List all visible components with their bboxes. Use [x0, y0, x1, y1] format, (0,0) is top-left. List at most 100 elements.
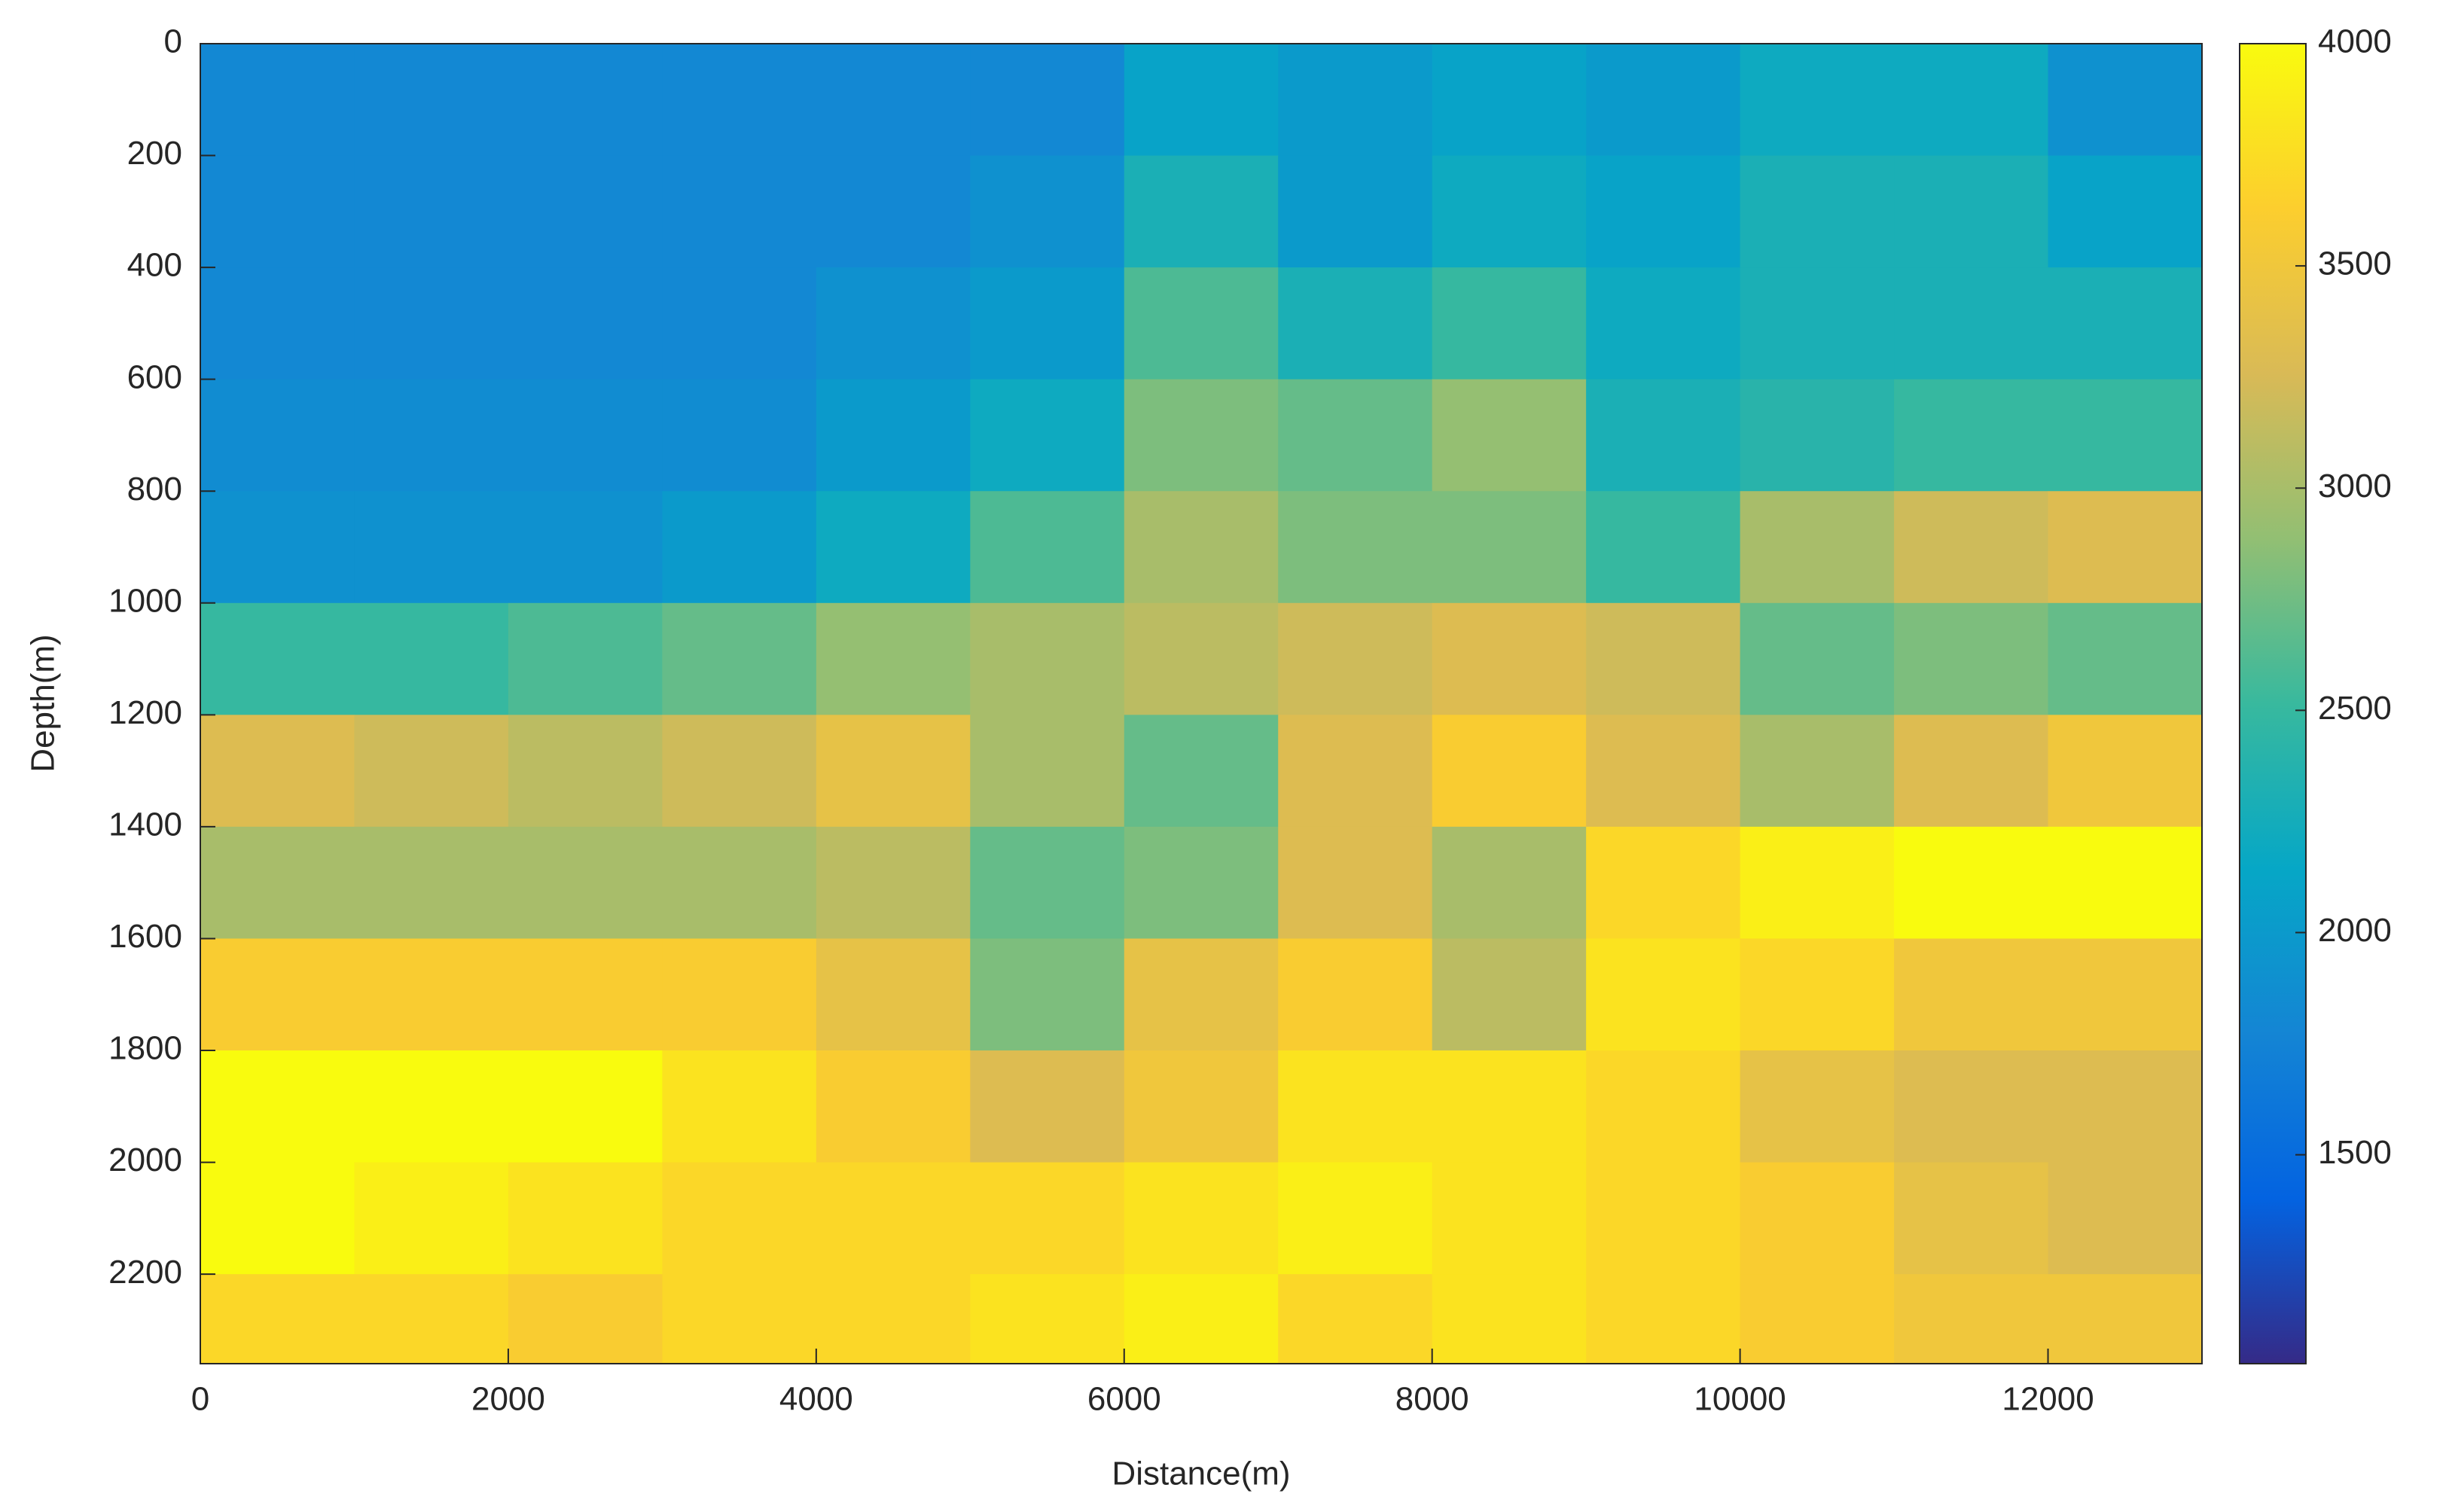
heatmap-cell [2048, 826, 2203, 939]
heatmap-cell [1586, 1050, 1741, 1163]
colorbar-tick-label: 2000 [2318, 912, 2392, 949]
colorbar-tick-label: 4000 [2318, 23, 2392, 60]
heatmap-cell [662, 267, 817, 380]
heatmap-cell [2048, 938, 2203, 1051]
heatmap-cell [970, 938, 1125, 1051]
heatmap-cell [816, 1050, 971, 1163]
heatmap-cell [2048, 267, 2203, 380]
heatmap-cell [1740, 155, 1895, 268]
heatmap-cell [816, 155, 971, 268]
x-tick-label: 8000 [1395, 1381, 1469, 1418]
heatmap-cell [200, 44, 355, 157]
heatmap-cell [970, 1274, 1125, 1364]
heatmap-cell [1432, 1274, 1587, 1364]
heatmap-cell [1124, 1050, 1279, 1163]
heatmap-cell [662, 155, 817, 268]
heatmap-cell [1124, 44, 1279, 157]
x-tick-label: 0 [191, 1381, 209, 1418]
heatmap-cell [2048, 602, 2203, 715]
heatmap-cell [354, 44, 509, 157]
heatmap-cell [508, 44, 663, 157]
y-tick-label: 400 [127, 247, 182, 284]
heatmap-cell [1124, 938, 1279, 1051]
heatmap-cell [1278, 602, 1433, 715]
heatmap-cell [354, 379, 509, 492]
heatmap-cell [1432, 379, 1587, 492]
y-tick-label: 800 [127, 471, 182, 508]
heatmap-cell [508, 826, 663, 939]
heatmap-cell [1124, 491, 1279, 604]
heatmap-cell [662, 602, 817, 715]
heatmap-cell [508, 938, 663, 1051]
heatmap-cell [1894, 1162, 2049, 1275]
heatmap-cell [200, 602, 355, 715]
heatmap-cell [508, 267, 663, 380]
y-tick-label: 1800 [108, 1030, 182, 1067]
heatmap-cell [200, 1162, 355, 1275]
heatmap-cell [970, 155, 1125, 268]
heatmap-cell [200, 826, 355, 939]
x-tick-label: 12000 [2002, 1381, 2094, 1418]
heatmap-cell [970, 267, 1125, 380]
heatmap-cell [508, 1274, 663, 1364]
heatmap-cell [200, 715, 355, 828]
heatmap-cell [662, 44, 817, 157]
heatmap-cell [1740, 267, 1895, 380]
heatmap-cell [1124, 826, 1279, 939]
heatmap-cell [1740, 491, 1895, 604]
heatmap-cell [816, 938, 971, 1051]
heatmap-cell [662, 379, 817, 492]
heatmap-cell [1586, 602, 1741, 715]
heatmap-cell [354, 826, 509, 939]
heatmap-cell [1432, 44, 1587, 157]
heatmap-cell [1586, 379, 1741, 492]
heatmap-cell [508, 379, 663, 492]
heatmap-cell [354, 938, 509, 1051]
y-tick-label: 2000 [108, 1142, 182, 1178]
heatmap-cell [2048, 44, 2203, 157]
heatmap-cell [662, 1274, 817, 1364]
heatmap-cell [354, 155, 509, 268]
heatmap-cell [2048, 491, 2203, 604]
heatmap [200, 44, 2203, 1364]
heatmap-cell [508, 1050, 663, 1163]
heatmap-cell [1894, 1050, 2049, 1163]
heatmap-cell [662, 715, 817, 828]
heatmap-cell [662, 826, 817, 939]
heatmap-cell [1740, 938, 1895, 1051]
heatmap-cell [1894, 715, 2049, 828]
heatmap-cell [200, 938, 355, 1051]
heatmap-cell [2048, 1050, 2203, 1163]
heatmap-cell [200, 1050, 355, 1163]
heatmap-cell [1586, 1162, 1741, 1275]
heatmap-cell [1432, 491, 1587, 604]
heatmap-cell [508, 491, 663, 604]
y-tick-label: 1200 [108, 694, 182, 731]
heatmap-cell [662, 491, 817, 604]
y-tick-label: 200 [127, 135, 182, 172]
heatmap-cell [816, 602, 971, 715]
x-tick-label: 4000 [779, 1381, 853, 1418]
x-axis-label: Distance(m) [1112, 1456, 1290, 1492]
heatmap-cell [354, 1050, 509, 1163]
heatmap-cell [970, 826, 1125, 939]
y-axis-label: Depth(m) [25, 634, 62, 772]
heatmap-cell [1278, 379, 1433, 492]
heatmap-cell [1740, 44, 1895, 157]
heatmap-cell [1432, 155, 1587, 268]
heatmap-cell [662, 1050, 817, 1163]
heatmap-cell [970, 379, 1125, 492]
heatmap-cell [1278, 1274, 1433, 1364]
heatmap-cell [1586, 715, 1741, 828]
heatmap-cell [1432, 1162, 1587, 1275]
heatmap-cell [1894, 826, 2049, 939]
heatmap-cell [200, 379, 355, 492]
heatmap-cell [1894, 379, 2049, 492]
colorbar-tick-label: 3000 [2318, 468, 2392, 505]
heatmap-cell [2048, 1162, 2203, 1275]
heatmap-cell [1740, 826, 1895, 939]
heatmap-cell [1740, 602, 1895, 715]
heatmap-cell [354, 602, 509, 715]
